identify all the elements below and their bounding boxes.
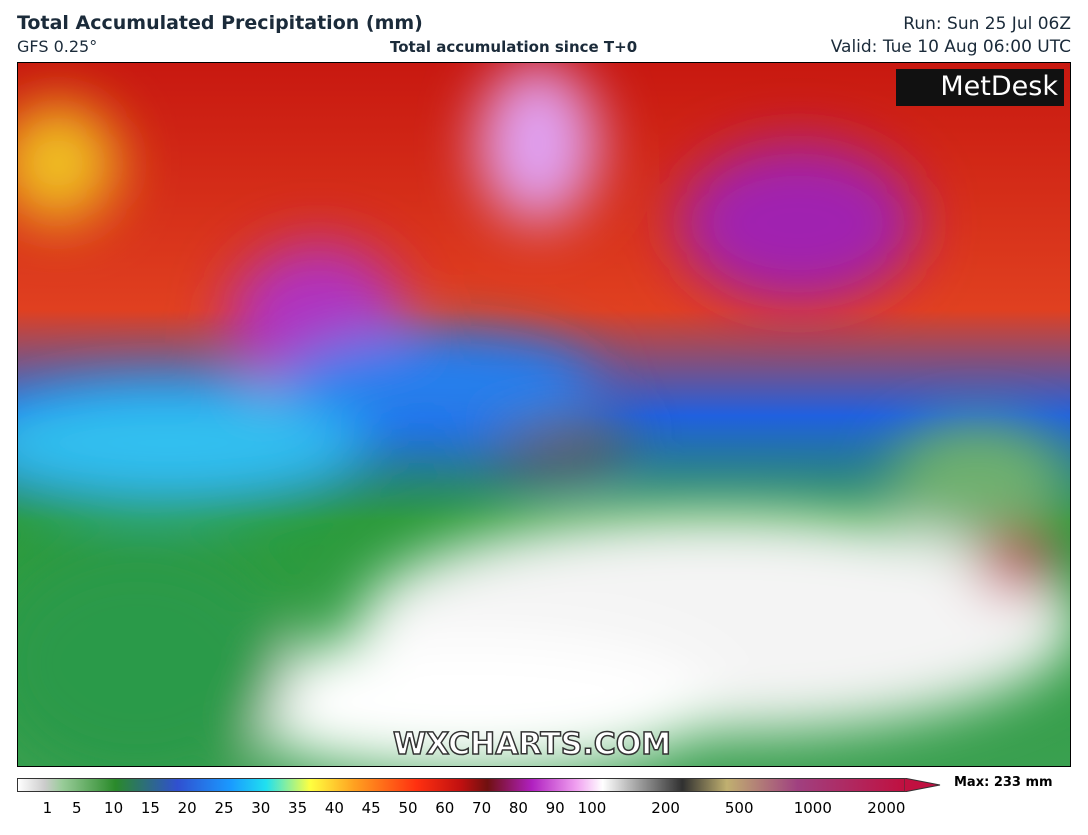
valid: Valid: Tue 10 Aug 06:00 UTC bbox=[830, 37, 1071, 57]
colorbar-label: 1000 bbox=[793, 799, 832, 817]
colorbar-label: 25 bbox=[214, 799, 234, 817]
colorbar-label: 15 bbox=[140, 799, 160, 817]
colorbar-label: 90 bbox=[545, 799, 565, 817]
colorbar-label: 2000 bbox=[867, 799, 906, 817]
colorbar-label: 35 bbox=[288, 799, 308, 817]
colorbar-label: 80 bbox=[508, 799, 528, 817]
subtitle: Total accumulation since T+0 bbox=[390, 38, 638, 56]
colorbar bbox=[17, 778, 905, 792]
colorbar-label: 70 bbox=[472, 799, 492, 817]
colorbar-label: 40 bbox=[324, 799, 344, 817]
title: Total Accumulated Precipitation (mm) bbox=[17, 12, 423, 34]
colorbar-label: 50 bbox=[398, 799, 418, 817]
colorbar-label: 20 bbox=[177, 799, 197, 817]
colorbar-label: 10 bbox=[104, 799, 124, 817]
colorbar-label: 60 bbox=[435, 799, 455, 817]
model: GFS 0.25° bbox=[17, 37, 98, 56]
colorbar-label: 30 bbox=[251, 799, 271, 817]
colorbar-label: 1 bbox=[42, 799, 53, 817]
watermark: WXCHARTS.COM bbox=[392, 726, 672, 763]
colorbar-label: 45 bbox=[361, 799, 381, 817]
colorbar-label: 200 bbox=[651, 799, 680, 817]
logo: MetDesk bbox=[896, 69, 1064, 106]
max-label: Max: 233 mm bbox=[954, 775, 1053, 790]
map: MetDesk WXCHARTS.COM bbox=[17, 62, 1071, 767]
run: Run: Sun 25 Jul 06Z bbox=[903, 14, 1071, 34]
colorbar-label: 500 bbox=[724, 799, 754, 817]
colorbar-arrow bbox=[904, 778, 941, 792]
colorbar-label: 5 bbox=[72, 799, 82, 817]
colorbar-label: 100 bbox=[577, 799, 607, 817]
map-field bbox=[18, 63, 1070, 766]
